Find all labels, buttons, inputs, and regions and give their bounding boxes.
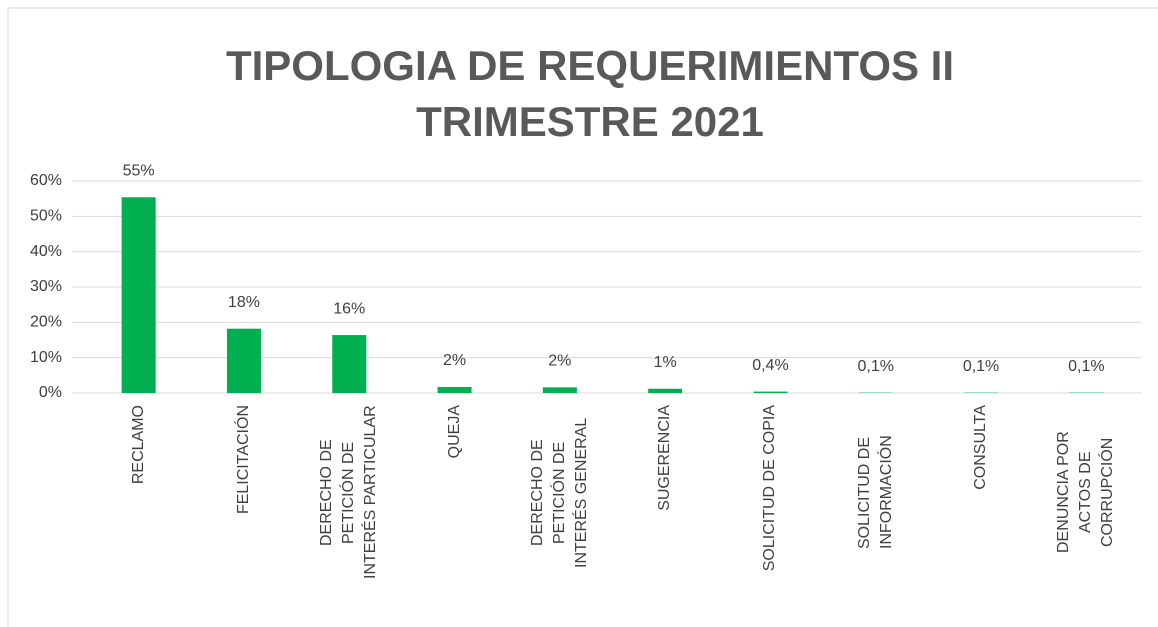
bar — [437, 386, 472, 393]
x-tick-label: DENUNCIA POR ACTOS DE CORRUPCIÓN — [1055, 431, 1117, 554]
y-tick-label: 30% — [30, 278, 62, 295]
data-label: 2% — [548, 353, 571, 370]
data-label: 0,4% — [752, 357, 788, 374]
data-label: 2% — [443, 352, 466, 369]
bar — [332, 335, 367, 393]
y-tick-label: 0% — [39, 384, 62, 401]
chart-border — [7, 7, 1158, 627]
x-tick-label: DERECHO DE PETICIÓN DE INTERÉS PARTICULA… — [318, 405, 380, 580]
data-label: 55% — [123, 162, 155, 179]
x-tick-label: CONSULTA — [972, 405, 990, 490]
bar — [542, 387, 577, 393]
y-tick-label: 60% — [30, 172, 62, 189]
x-tick-label: SOLICITUD DE INFORMACIÓN — [855, 435, 895, 550]
data-label: 1% — [654, 354, 677, 371]
data-label: 0,1% — [1068, 358, 1104, 375]
x-tick-label: SUGERENCIA — [656, 405, 674, 511]
data-label: 18% — [228, 294, 260, 311]
bar — [226, 328, 261, 393]
data-label: 0,1% — [963, 358, 999, 375]
data-label: 16% — [333, 300, 365, 317]
data-label: 0,1% — [858, 358, 894, 375]
x-tick-label: SOLICITUD DE COPIA — [761, 405, 779, 572]
x-tick-label: FELICITACIÓN — [234, 405, 252, 515]
y-tick-label: 20% — [30, 314, 62, 331]
x-tick-label: RECLAMO — [129, 405, 147, 485]
bar — [753, 391, 788, 393]
x-tick-label: DERECHO DE PETICIÓN DE INTERÉS GENERAL — [528, 417, 590, 568]
chart-title: TIPOLOGIA DE REQUERIMIENTOS II TRIMESTRE… — [225, 42, 955, 145]
bar — [121, 197, 156, 393]
y-tick-label: 50% — [30, 208, 62, 225]
x-tick-label: QUEJA — [445, 405, 463, 459]
bar — [648, 388, 683, 393]
y-tick-label: 10% — [30, 349, 62, 366]
y-tick-label: 40% — [30, 243, 62, 260]
